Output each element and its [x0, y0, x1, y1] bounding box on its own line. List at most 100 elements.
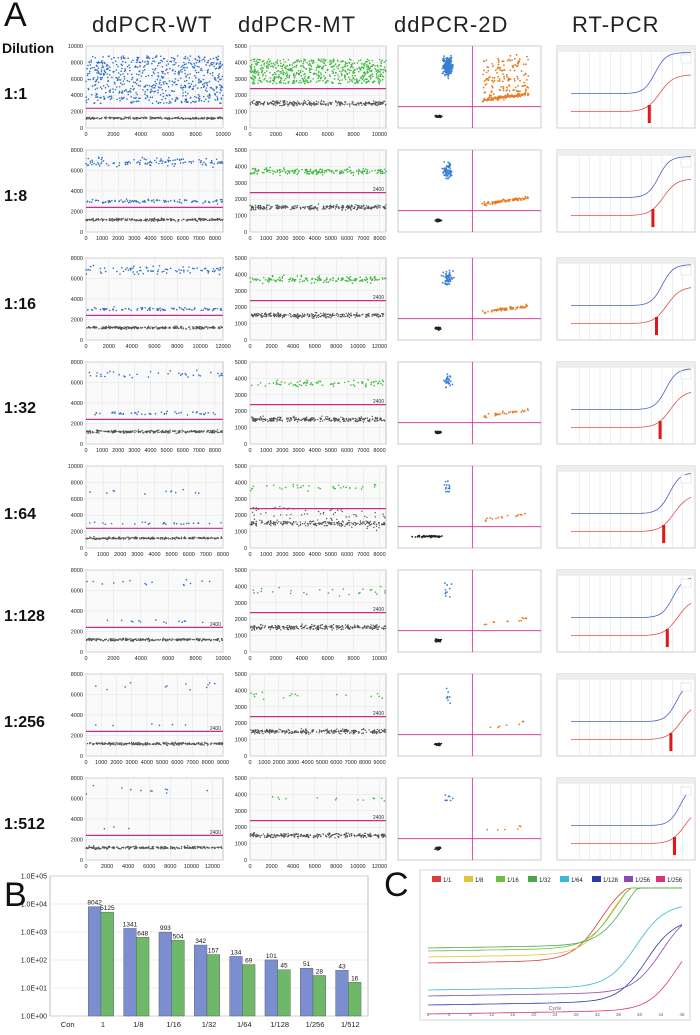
wt-positive-droplet — [105, 91, 107, 94]
2d-wt-cluster-point — [441, 72, 444, 75]
wt-negative-droplet — [188, 218, 191, 221]
wt-negative-droplet — [220, 218, 223, 221]
mt-positive-droplet — [300, 65, 302, 67]
mt-positive-droplet — [361, 279, 363, 281]
wt-positive-droplet — [113, 70, 115, 73]
wt-positive-droplet — [208, 64, 211, 67]
wt-positive-droplet — [115, 69, 118, 71]
wt-positive-droplet — [160, 59, 162, 62]
mt-negative-droplet — [325, 315, 327, 317]
mt-positive-droplet — [383, 61, 386, 63]
mt-positive-droplet — [303, 77, 306, 79]
2d-mt-cluster-point — [505, 90, 508, 92]
mt-positive-droplet — [261, 282, 264, 285]
wt-positive-droplet — [159, 160, 161, 162]
wt-positive-droplet — [112, 91, 114, 93]
mt-positive-droplet — [265, 65, 268, 68]
2d-mt-cluster-point — [508, 198, 511, 201]
wt-positive-droplet — [157, 89, 159, 92]
2d-mt-cluster-point — [491, 97, 493, 100]
wt-positive-droplet — [207, 272, 210, 274]
mt-positive-droplet — [325, 281, 328, 284]
mt-positive-droplet — [278, 81, 281, 84]
wt-negative-droplet — [146, 218, 148, 221]
2d-mt-cluster-point — [502, 60, 505, 63]
mt-negative-droplet — [316, 315, 318, 317]
mt-positive-droplet — [316, 74, 318, 76]
2d-mt-cluster-point — [506, 75, 509, 78]
wt-positive-droplet — [214, 78, 216, 81]
wt-positive-droplet — [162, 199, 165, 202]
wt-positive-droplet — [182, 89, 184, 91]
2d-wt-cluster-point — [445, 70, 448, 73]
mt-negative-droplet — [356, 312, 358, 314]
mt-negative-droplet — [275, 104, 277, 107]
wt-negative-droplet — [198, 325, 201, 328]
mt-ytick-label: 0 — [244, 126, 247, 132]
mt-negative-droplet — [263, 102, 265, 104]
wt-positive-droplet — [102, 160, 105, 162]
mt-positive-droplet — [341, 277, 344, 279]
mt-positive-droplet — [296, 59, 298, 61]
wt-negative-droplet — [173, 327, 175, 329]
wt-positive-droplet — [187, 92, 189, 95]
2d-mt-cluster-point — [494, 69, 497, 72]
mt-positive-droplet — [344, 78, 347, 81]
mt-negative-droplet — [302, 102, 305, 105]
mt-positive-droplet — [266, 70, 268, 72]
2d-mt-cluster-point — [524, 84, 527, 87]
mt-positive-droplet — [325, 81, 327, 83]
2d-mt-cluster-point — [502, 198, 504, 201]
wt-positive-droplet — [130, 96, 133, 98]
wt-negative-droplet — [177, 219, 179, 221]
mt-positive-droplet — [349, 275, 352, 278]
wt-negative-droplet — [98, 328, 100, 330]
mt-positive-droplet — [381, 59, 384, 62]
wt-negative-droplet — [179, 430, 181, 432]
mt-positive-droplet — [356, 78, 358, 80]
wt-positive-droplet — [219, 88, 222, 91]
mt-positive-droplet — [302, 60, 305, 63]
wt-positive-droplet — [205, 157, 208, 160]
wt-negative-droplet — [153, 117, 156, 120]
wt-positive-droplet — [90, 61, 93, 63]
wt-positive-droplet — [139, 85, 141, 87]
mt-positive-droplet — [251, 70, 254, 73]
wt-negative-droplet — [202, 328, 205, 330]
mt-positive-droplet — [305, 68, 308, 70]
mt-positive-droplet — [361, 78, 364, 81]
mt-positive-droplet — [366, 169, 369, 171]
wt-positive-droplet — [137, 84, 140, 87]
mt-positive-droplet — [331, 60, 333, 62]
mt-positive-droplet — [359, 69, 362, 71]
wt-positive-droplet — [128, 66, 131, 69]
wt-negative-droplet — [163, 430, 165, 433]
wt-positive-droplet — [120, 56, 123, 58]
mt-negative-droplet — [303, 99, 306, 102]
mt-positive-droplet — [276, 171, 279, 173]
mt-negative-droplet — [299, 103, 301, 105]
wt-positive-droplet — [87, 64, 89, 67]
2d-mt-cluster-point — [502, 87, 505, 90]
wt-positive-droplet — [214, 200, 216, 202]
mt-negative-droplet — [379, 103, 382, 106]
mt-positive-droplet — [326, 278, 328, 281]
mt-negative-droplet — [251, 101, 253, 104]
wt-negative-droplet — [145, 117, 147, 120]
mt-positive-droplet — [346, 276, 348, 278]
mt-positive-droplet — [346, 280, 348, 282]
wt-positive-droplet — [219, 102, 221, 105]
2d-wt-cluster-point — [440, 274, 443, 277]
mt-positive-droplet — [328, 170, 331, 172]
wt-positive-droplet — [96, 78, 99, 80]
2d-wt-cluster-point — [444, 169, 446, 172]
wt-positive-droplet — [106, 64, 109, 67]
mt-negative-droplet — [333, 205, 335, 207]
mt-positive-droplet — [370, 70, 373, 73]
mt-positive-droplet — [359, 170, 362, 173]
2d-mt-cluster-point — [498, 80, 501, 82]
wt-negative-droplet — [97, 430, 99, 432]
wt-positive-droplet — [199, 69, 202, 71]
wt-positive-droplet — [116, 77, 119, 80]
